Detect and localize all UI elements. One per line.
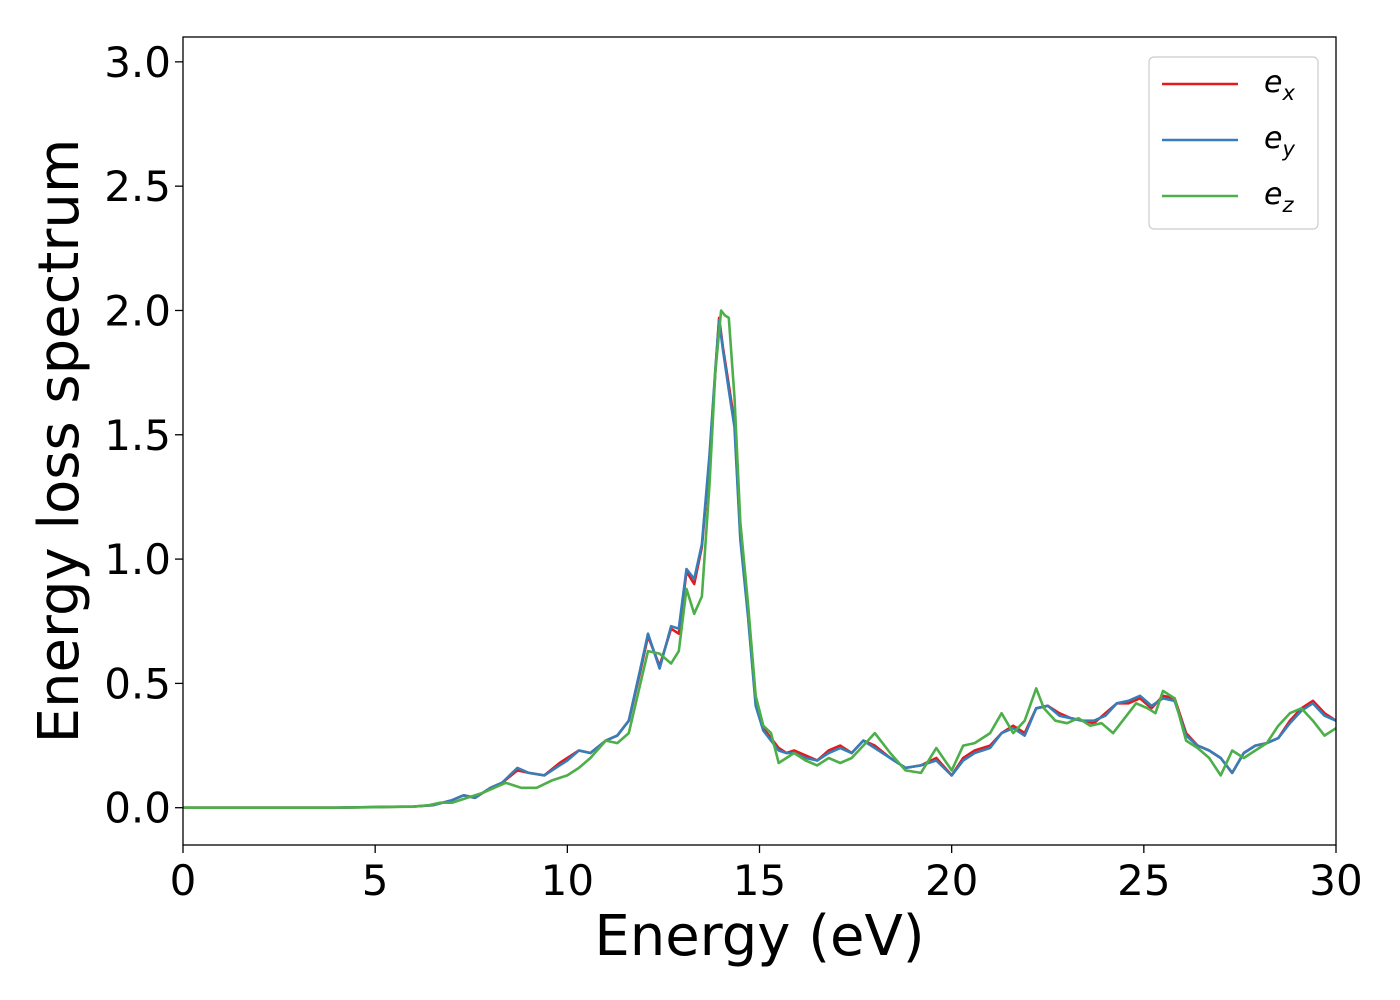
legend-label-y: ey [1264,121,1295,161]
legend-label-subscript: x [1281,81,1295,105]
legend-label-base: e [1264,65,1282,100]
y-tick-label: 3.0 [104,38,171,87]
legend-box [1148,56,1319,230]
x-axis-title: Energy (eV) [594,904,924,969]
x-tick-label: 5 [362,856,389,905]
legend-label-x: ex [1264,65,1295,105]
x-tick-label: 15 [733,856,786,905]
y-tick-label: 0.0 [104,784,171,833]
x-tick-label: 30 [1309,856,1362,905]
legend-label-z: ez [1264,177,1294,217]
y-axis-title: Energy loss spectrum [27,139,92,744]
x-tick-label: 0 [170,856,197,905]
legend-label-subscript: y [1281,137,1295,161]
y-tick-label: 1.0 [104,535,171,584]
legend-label-base: e [1264,121,1282,156]
y-tick-label: 2.5 [104,162,171,211]
series-line-x [183,316,1337,810]
series-line-z [183,309,1337,810]
legend-label-base: e [1264,177,1282,212]
y-axis-ticks: 0.0 0.5 1.0 1.5 2.0 2.5 3.0 [104,38,183,833]
series-line-y [183,319,1337,810]
x-tick-label: 10 [541,856,594,905]
y-tick-label: 0.5 [104,659,171,708]
series-layer [183,309,1337,810]
legend-label-subscript: z [1281,193,1294,217]
y-tick-label: 1.5 [104,411,171,460]
x-tick-label: 25 [1117,856,1170,905]
x-axis-ticks: 0 5 10 15 20 25 30 [170,845,1363,905]
x-tick-label: 20 [925,856,978,905]
y-tick-label: 2.0 [104,286,171,335]
